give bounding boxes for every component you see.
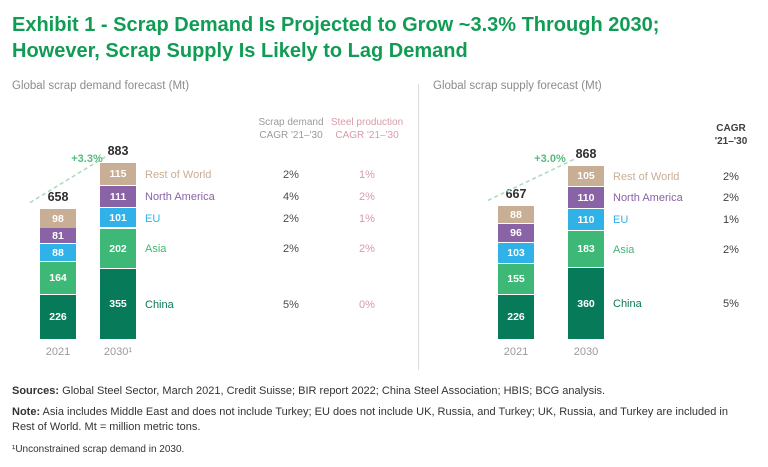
- bar-segment-rest-of-world: 98: [40, 209, 76, 228]
- cagr-value: 5%: [723, 298, 739, 310]
- cagr-value: 2%: [283, 213, 299, 225]
- bar-segment-rest-of-world: 88: [498, 206, 534, 223]
- bar-segment-asia: 155: [498, 264, 534, 294]
- sources-label: Sources:: [12, 385, 60, 397]
- bar-segment-china: 226: [498, 295, 534, 339]
- legend-label-rest-of-world: Rest of World: [613, 171, 680, 183]
- panel-supply: Global scrap supply forecast (Mt) 226 155…: [433, 80, 763, 370]
- legend-label-rest-of-world: Rest of World: [145, 169, 212, 181]
- cagr-header: CAGR '21–'30: [714, 123, 748, 147]
- bar-segment-rest-of-world: 105: [568, 166, 604, 186]
- bar-segment-rest-of-world: 115: [100, 163, 136, 185]
- note-label: Note:: [12, 405, 41, 418]
- legend-label-eu: EU: [145, 213, 161, 225]
- bar-segment-eu: 110: [568, 209, 604, 230]
- legend-label-china: China: [613, 298, 642, 310]
- charts-row: Global scrap demand forecast (Mt) 226 164…: [0, 80, 768, 370]
- bar-segment-eu: 103: [498, 243, 534, 263]
- legend-label-north-america: North America: [145, 191, 215, 203]
- page-title: Exhibit 1 - Scrap Demand Is Projected to…: [12, 14, 660, 62]
- cagr-value: 1%: [723, 214, 739, 226]
- growth-label: +3.3%: [71, 153, 103, 165]
- note-line: Note: Asia includes Middle East and does…: [12, 405, 752, 435]
- bar-segment-eu: 101: [100, 208, 136, 227]
- legend-label-asia: Asia: [613, 244, 635, 256]
- bar-segment-china: 226: [40, 295, 76, 339]
- x-axis-label: 2030: [573, 346, 599, 358]
- chart-supply: 226 155 103 96 88 667 2021 360 183 110 110 105 868 20…: [433, 100, 763, 366]
- legend-label-north-america: North America: [613, 192, 683, 204]
- cagr-value: 2%: [723, 192, 739, 204]
- legend-label-eu: EU: [613, 214, 629, 226]
- cagr-value: 4%: [283, 191, 299, 203]
- note-text: Asia includes Middle East and does not i…: [12, 405, 728, 433]
- legend-label-china: China: [145, 299, 174, 311]
- chart-demand: 226 164 88 81 98 658 2021 355 202 101 111 115 883 203…: [12, 100, 412, 366]
- bar-total: 883: [107, 144, 129, 158]
- x-axis-label: 2030¹: [103, 346, 133, 358]
- legend-label-asia: Asia: [145, 243, 167, 255]
- bar-segment-asia: 202: [100, 229, 136, 268]
- cagr-value: 2%: [283, 169, 299, 181]
- cagr-value: 2%: [359, 243, 375, 255]
- chart-title-supply: Global scrap supply forecast (Mt): [433, 80, 602, 92]
- footnotes: Sources: Global Steel Sector, March 2021…: [12, 384, 752, 456]
- growth-label: +3.0%: [534, 153, 566, 165]
- x-axis-label: 2021: [503, 346, 529, 358]
- cagr-header: Steel production CAGR '21–'30: [330, 117, 404, 141]
- bar-segment-north-america: 96: [498, 224, 534, 242]
- x-axis-label: 2021: [45, 346, 71, 358]
- sources-text: Global Steel Sector, March 2021, Credit …: [59, 385, 606, 397]
- cagr-value: 0%: [359, 299, 375, 311]
- bar-segment-china: 360: [568, 268, 604, 339]
- bar-segment-asia: 183: [568, 231, 604, 267]
- chart-title-demand: Global scrap demand forecast (Mt): [12, 80, 190, 92]
- bar-segment-eu: 88: [40, 244, 76, 261]
- cagr-value: 1%: [359, 213, 375, 225]
- cagr-value: 2%: [723, 171, 739, 183]
- sources-line: Sources: Global Steel Sector, March 2021…: [12, 384, 752, 399]
- bar-total: 667: [505, 187, 527, 201]
- panel-divider: [418, 84, 419, 370]
- cagr-value: 5%: [283, 299, 299, 311]
- cagr-header: Scrap demand CAGR '21–'30: [258, 117, 324, 141]
- bar-total: 658: [47, 190, 69, 204]
- bar-segment-asia: 164: [40, 262, 76, 294]
- bar-segment-north-america: 110: [568, 187, 604, 208]
- bar-segment-north-america: 111: [100, 186, 136, 207]
- bar-total: 868: [575, 147, 597, 161]
- cagr-value: 2%: [283, 243, 299, 255]
- cagr-value: 1%: [359, 169, 375, 181]
- bar-segment-china: 355: [100, 269, 136, 339]
- footnote-1: ¹Unconstrained scrap demand in 2030.: [12, 443, 185, 455]
- cagr-value: 2%: [359, 191, 375, 203]
- panel-demand: Global scrap demand forecast (Mt) 226 164…: [12, 80, 412, 370]
- bar-segment-north-america: 81: [40, 228, 76, 243]
- cagr-value: 2%: [723, 244, 739, 256]
